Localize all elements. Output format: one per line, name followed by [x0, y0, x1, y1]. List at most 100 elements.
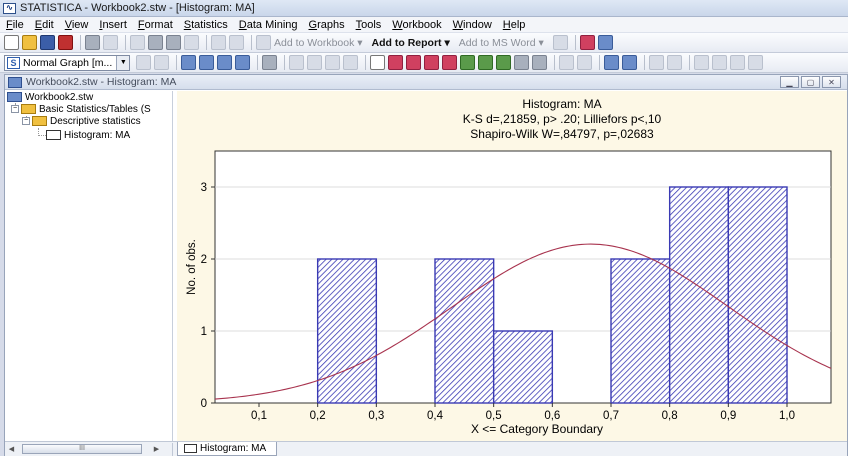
graph-layout-icon[interactable]	[217, 55, 233, 70]
add-to-workbook-button[interactable]: Add to Workbook ▾	[274, 36, 363, 49]
graph-fit-icon[interactable]	[235, 55, 251, 70]
toolbar-separator	[644, 55, 646, 70]
collapse-icon[interactable]: −	[11, 105, 19, 113]
grid-icon[interactable]	[262, 55, 278, 70]
context-help-icon[interactable]	[597, 35, 613, 50]
tree-item-basic-statistics[interactable]: − Basic Statistics/Tables (S	[11, 103, 151, 115]
tree-item-histogram[interactable]: Histogram: MA	[46, 129, 130, 141]
indent-icon[interactable]	[712, 55, 728, 70]
eraser-icon[interactable]	[579, 35, 595, 50]
brush-tool-2-icon[interactable]	[406, 55, 422, 70]
format-painter-icon[interactable]	[184, 35, 199, 50]
menu-format[interactable]: Format	[137, 18, 173, 31]
fit-line-icon[interactable]	[460, 55, 476, 70]
histogram-bar	[727, 186, 788, 404]
save-icon[interactable]	[40, 35, 55, 50]
menu-edit[interactable]: Edit	[34, 18, 54, 31]
menu-statistics[interactable]: Statistics	[183, 18, 228, 31]
chevron-down-icon[interactable]: ▼	[116, 55, 130, 70]
window-title: STATISTICA - Workbook2.stw - [Histogram:…	[20, 2, 255, 14]
find-icon[interactable]	[256, 35, 271, 50]
scroll-left-icon[interactable]: ◀	[8, 446, 15, 453]
menu-insert[interactable]: Insert	[99, 18, 127, 31]
undo-icon[interactable]	[211, 35, 226, 50]
histogram-chart: Histogram: MA K-S d=,21859, p> .20; Lill…	[186, 97, 832, 436]
cut-icon[interactable]	[130, 35, 145, 50]
menu-workbook[interactable]: Workbook	[392, 18, 442, 31]
zoom-area-icon[interactable]	[325, 55, 341, 70]
minimize-icon[interactable]: ▁	[780, 76, 799, 88]
workbook-icon	[8, 76, 22, 88]
maximize-icon[interactable]: ▢	[801, 76, 820, 88]
x-tick-label: 0,8	[662, 410, 678, 422]
bring-front-icon[interactable]	[604, 55, 620, 70]
options-icon[interactable]	[552, 35, 568, 50]
graph-icon	[46, 130, 61, 140]
pdf-icon[interactable]	[58, 35, 73, 50]
brush-tool-3-icon[interactable]	[424, 55, 440, 70]
scroll-thumb[interactable]: III	[22, 444, 142, 454]
print-preview-icon[interactable]	[103, 35, 118, 50]
send-back-icon[interactable]	[622, 55, 638, 70]
font-smaller-icon[interactable]	[667, 55, 683, 70]
numbered-list-icon[interactable]	[748, 55, 764, 70]
add-to-report-button[interactable]: Add to Report ▾	[371, 36, 450, 49]
toolbar-separator	[284, 55, 286, 70]
workbook-window-title: Workbook2.stw - Histogram: MA	[26, 76, 177, 88]
zoom-out-small-icon[interactable]	[307, 55, 323, 70]
histogram-bar	[434, 258, 495, 404]
tree-item-descriptive-statistics[interactable]: − Descriptive statistics	[22, 115, 141, 127]
close-icon[interactable]: ✕	[822, 76, 841, 88]
x-tick-label: 0,7	[603, 410, 619, 422]
x-tick-label: 0,4	[427, 410, 444, 422]
brush-icon[interactable]	[388, 55, 404, 70]
zoom-in-icon[interactable]	[136, 55, 152, 70]
pointer-icon[interactable]	[370, 55, 386, 70]
tree-root-label: Workbook2.stw	[25, 91, 94, 103]
lock-icon[interactable]	[514, 55, 530, 70]
zoom-icon[interactable]	[289, 55, 305, 70]
new-document-icon[interactable]	[4, 35, 19, 50]
histogram-bars	[316, 186, 788, 404]
copy-icon[interactable]	[148, 35, 163, 50]
graph-data-icon[interactable]	[199, 55, 215, 70]
scroll-right-icon[interactable]: ▶	[153, 446, 160, 453]
align-left-icon[interactable]	[559, 55, 575, 70]
list-icon[interactable]	[694, 55, 710, 70]
bottom-bar: ◀ III ▶ Histogram: MA	[5, 441, 847, 456]
graph-type-select[interactable]: S Normal Graph [m... ▼	[4, 54, 131, 71]
unlock-icon[interactable]	[532, 55, 548, 70]
paste-icon[interactable]	[166, 35, 181, 50]
zoom-out-icon[interactable]	[154, 55, 170, 70]
menu-file[interactable]: File	[6, 18, 24, 31]
menu-data-mining[interactable]: Data Mining	[238, 18, 298, 31]
tree-root[interactable]: Workbook2.stw	[7, 91, 93, 103]
y-tick-label: 1	[201, 326, 207, 338]
menu-view[interactable]: View	[64, 18, 89, 31]
open-folder-icon[interactable]	[22, 35, 37, 50]
align-center-icon[interactable]	[577, 55, 593, 70]
font-larger-icon[interactable]	[649, 55, 665, 70]
print-icon[interactable]	[85, 35, 100, 50]
toolbar-separator	[554, 55, 556, 70]
zoom-reset-icon[interactable]	[343, 55, 359, 70]
outdent-icon[interactable]	[730, 55, 746, 70]
menu-tools[interactable]: Tools	[355, 18, 382, 31]
toolbar-separator	[125, 35, 126, 50]
window-controls: ▁ ▢ ✕	[780, 76, 841, 88]
menu-graphs[interactable]: Graphs	[308, 18, 345, 31]
tree-horizontal-scrollbar[interactable]: ◀ III ▶	[5, 442, 173, 456]
fit-spline-icon[interactable]	[496, 55, 512, 70]
x-axis-label: X <= Category Boundary	[471, 422, 603, 436]
tab-histogram[interactable]: Histogram: MA	[177, 442, 278, 456]
menu-help[interactable]: Help	[502, 18, 526, 31]
add-to-msword-button[interactable]: Add to MS Word ▾	[458, 36, 544, 49]
collapse-icon[interactable]: −	[22, 117, 30, 125]
toolbar-separator	[365, 55, 367, 70]
menu-window[interactable]: Window	[452, 18, 492, 31]
graph-options-icon[interactable]	[181, 55, 197, 70]
tab-label: Histogram: MA	[200, 443, 267, 454]
redo-icon[interactable]	[229, 35, 244, 50]
fit-curve-icon[interactable]	[478, 55, 494, 70]
brush-tool-4-icon[interactable]	[442, 55, 458, 70]
